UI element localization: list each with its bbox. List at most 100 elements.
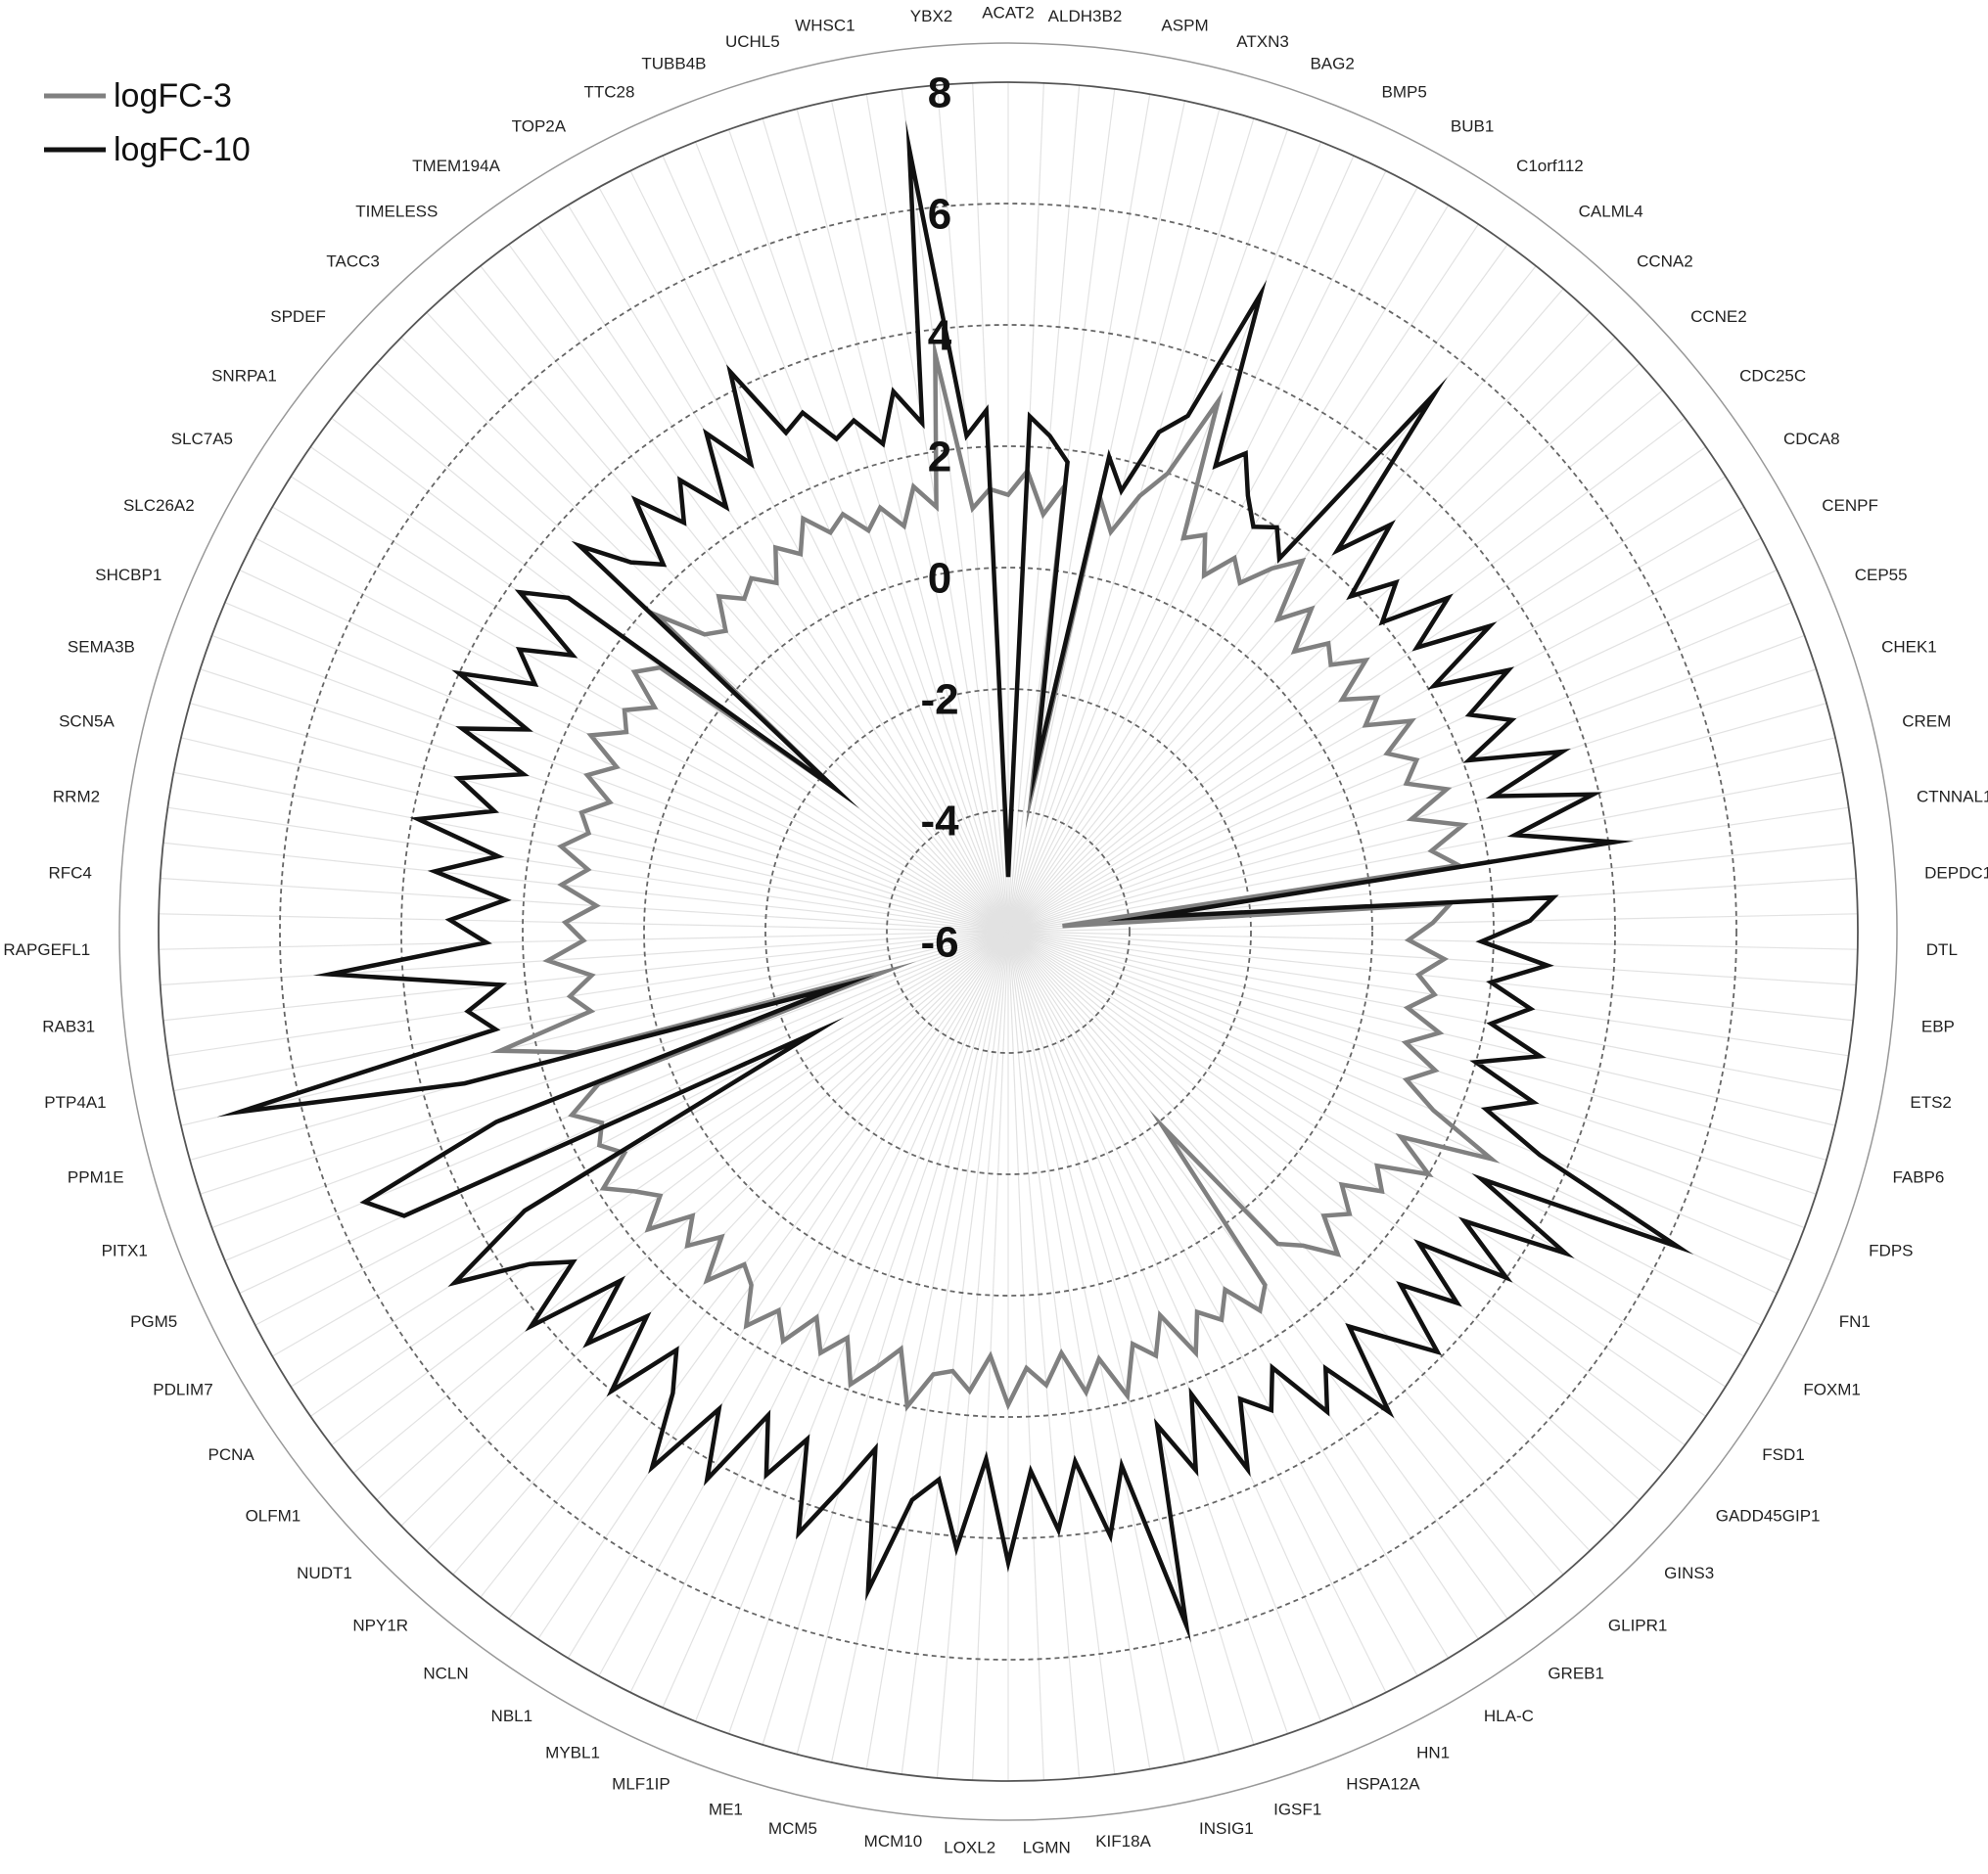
category-label: SLC7A5 — [171, 430, 233, 448]
category-label: DTL — [1926, 940, 1958, 959]
spoke — [1007, 84, 1081, 933]
rings — [118, 42, 1898, 1821]
spoke — [1007, 737, 1836, 933]
category-label: CTNNAL1 — [1917, 787, 1988, 805]
category-label: TMEM194A — [412, 157, 500, 175]
labels: -6 -4 -2 0 2 4 6 8 ACAT2 ALDH3B2 ASPM ATXN3 BAG2 BMP5… — [3, 3, 1988, 1856]
legend-label: logFC-3 — [114, 77, 232, 114]
spoke — [1007, 931, 1849, 1057]
spoke — [271, 931, 1009, 1357]
category-label: SEMA3B — [68, 638, 135, 657]
y-tick-label: 6 — [928, 191, 951, 239]
spoke — [309, 446, 1009, 933]
spoke — [180, 737, 1009, 933]
spoke — [1007, 931, 1727, 1388]
category-label: GINS3 — [1664, 1564, 1714, 1582]
category-label: TTC28 — [584, 83, 635, 102]
spoke — [1007, 537, 1762, 933]
spoke — [1007, 931, 1745, 1357]
spoke — [1007, 170, 1387, 933]
spoke — [1007, 931, 1537, 1598]
spoke — [762, 117, 1009, 933]
category-label: SLC26A2 — [123, 496, 195, 515]
spoke — [1007, 417, 1686, 933]
category-label: ETS2 — [1910, 1093, 1952, 1112]
spoke — [331, 931, 1009, 1446]
category-label: ASPM — [1161, 17, 1208, 35]
category-label: BMP5 — [1382, 83, 1427, 102]
spoke — [254, 537, 1009, 933]
spoke — [662, 155, 1009, 933]
category-label: TOP2A — [512, 117, 567, 136]
spoke — [224, 931, 1009, 1261]
spoke — [567, 205, 1009, 933]
grid-ring — [400, 324, 1616, 1539]
spoke — [508, 931, 1009, 1620]
category-label: ATXN3 — [1236, 32, 1289, 51]
spoke — [662, 931, 1009, 1709]
category-label: GLIPR1 — [1608, 1617, 1667, 1635]
category-label: SCN5A — [59, 711, 115, 730]
spoke — [1007, 141, 1322, 933]
category-label: FOXM1 — [1803, 1380, 1861, 1398]
spoke — [1007, 931, 1858, 950]
spoke — [1007, 931, 1827, 1162]
spoke — [426, 931, 1009, 1552]
category-label: DEPDC1 — [1924, 864, 1988, 883]
y-tick-label: 4 — [928, 312, 952, 360]
spoke — [309, 931, 1009, 1417]
y-tick-label: 0 — [928, 555, 951, 603]
legend-label: logFC-10 — [114, 131, 251, 168]
category-label: LOXL2 — [944, 1839, 995, 1857]
spoke — [200, 668, 1009, 933]
category-label: CALML4 — [1579, 202, 1643, 220]
category-label: NUDT1 — [297, 1564, 352, 1582]
spoke — [159, 913, 1009, 933]
category-label: PDLIM7 — [153, 1380, 212, 1398]
y-tick-label: -6 — [920, 919, 958, 967]
spoke — [727, 931, 1009, 1734]
category-label: SNRPA1 — [211, 366, 277, 385]
spoke — [1007, 931, 1843, 1092]
spoke — [352, 389, 1009, 933]
spoke — [1007, 931, 1664, 1474]
spoke — [1007, 931, 1289, 1734]
category-label: EBP — [1921, 1018, 1955, 1036]
spoke — [567, 931, 1009, 1659]
spoke — [1007, 506, 1745, 933]
category-label: LGMN — [1023, 1839, 1071, 1857]
category-label: CDCA8 — [1783, 430, 1840, 448]
spoke — [1007, 244, 1508, 933]
spoke — [537, 931, 1009, 1640]
spoke — [352, 931, 1009, 1474]
grid-ring — [279, 203, 1737, 1661]
category-label: RAPGEFL1 — [3, 940, 90, 959]
category-label: PTP4A1 — [44, 1093, 106, 1112]
category-label: NBL1 — [491, 1707, 533, 1725]
spoke — [1007, 265, 1537, 933]
category-label: FSD1 — [1762, 1445, 1804, 1464]
category-label: RFC4 — [48, 864, 91, 883]
spoke — [830, 100, 1009, 933]
spoke — [1007, 931, 1255, 1746]
spoke — [1007, 931, 1778, 1295]
spoke — [1007, 362, 1641, 933]
spoke — [1007, 931, 1322, 1722]
y-tick-label: -4 — [920, 798, 959, 846]
spoke — [1007, 931, 1044, 1781]
spoke — [865, 931, 1009, 1769]
spoke — [180, 931, 1009, 1126]
category-label: IGSF1 — [1273, 1800, 1321, 1818]
category-label: BAG2 — [1310, 55, 1354, 73]
spoke — [1007, 931, 1707, 1417]
category-label: GREB1 — [1548, 1664, 1604, 1682]
spoke — [189, 702, 1009, 933]
spoke — [452, 288, 1009, 933]
spoke — [901, 931, 1009, 1775]
spoke — [1007, 931, 1355, 1709]
category-label: ME1 — [709, 1800, 743, 1818]
grid-ring — [886, 809, 1131, 1054]
category-label: FDPS — [1869, 1241, 1913, 1259]
y-tick-label: 2 — [928, 434, 951, 481]
spoke — [830, 931, 1009, 1763]
